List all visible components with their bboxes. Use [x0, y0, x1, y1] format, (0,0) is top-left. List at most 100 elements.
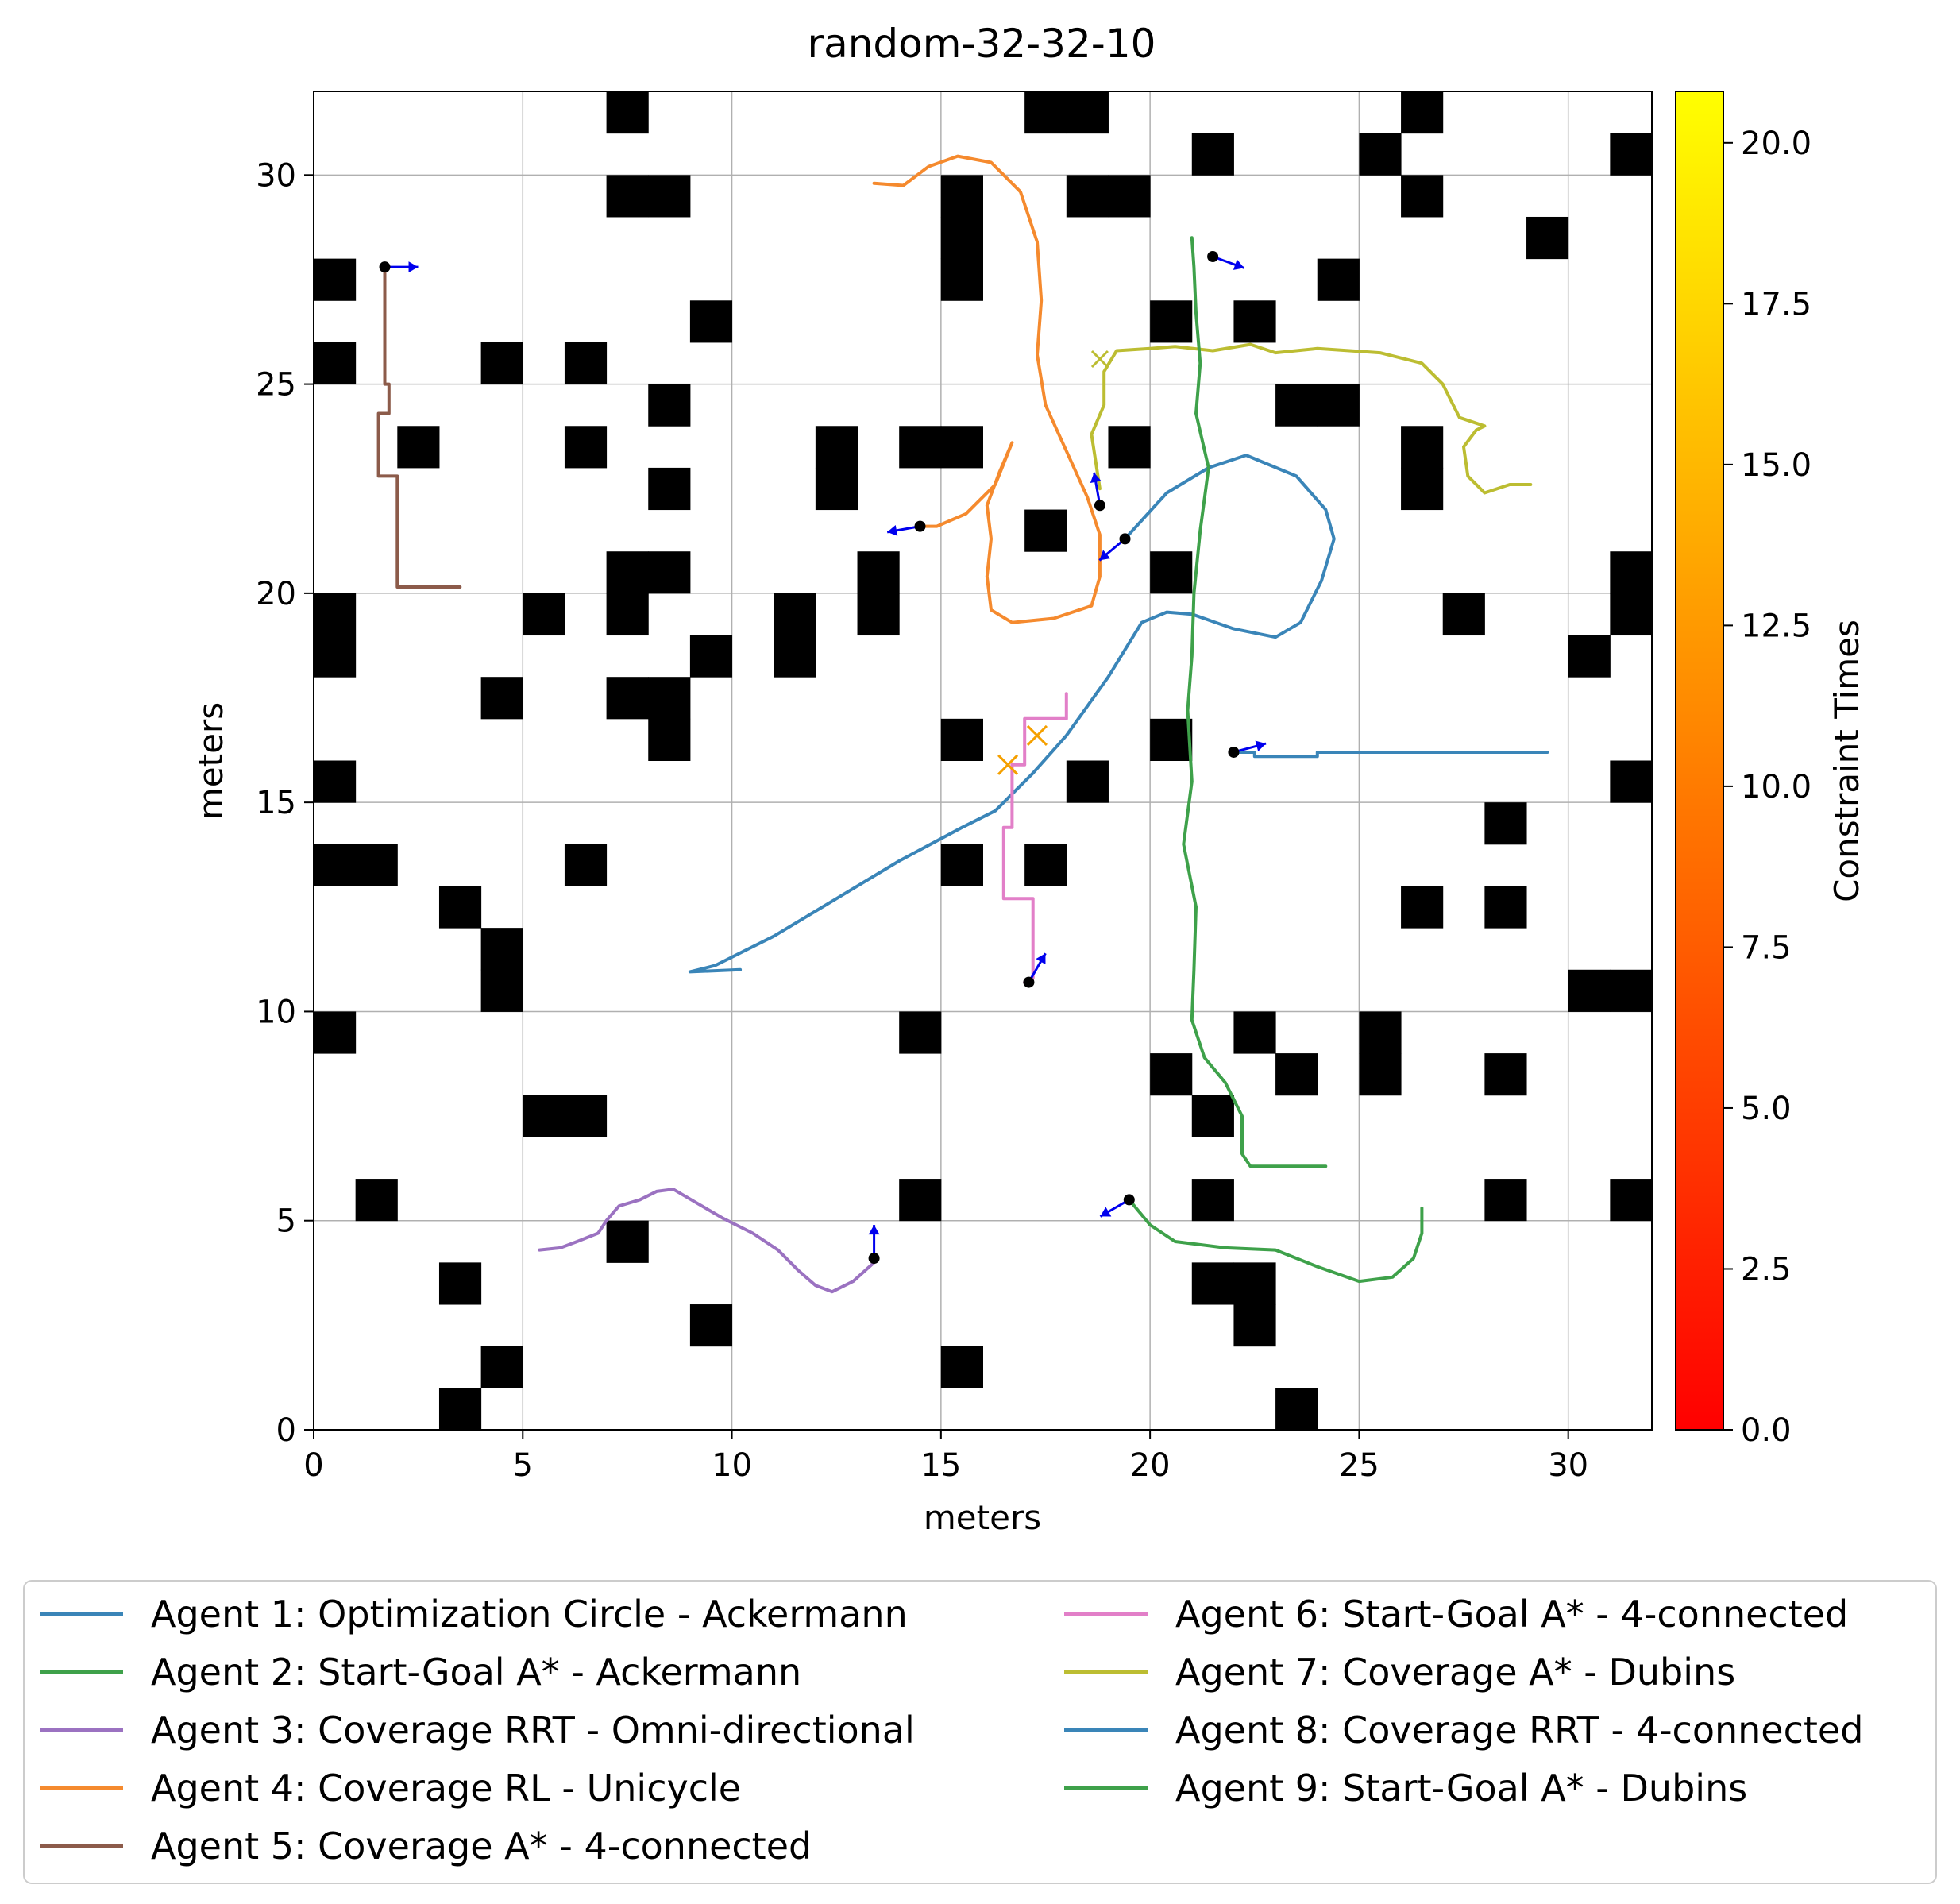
obstacle-cell — [899, 1011, 942, 1054]
obstacle-cell — [899, 1179, 942, 1222]
agent-position-dot — [1207, 250, 1219, 262]
obstacle-cell — [1275, 384, 1318, 427]
legend-label: Agent 1: Optimization Circle - Ackermann — [151, 1593, 908, 1636]
obstacle-cell — [689, 635, 733, 678]
obstacle-cell — [523, 593, 565, 636]
obstacle-cell — [1317, 258, 1360, 301]
colorbar-tick-label: 0.0 — [1741, 1412, 1792, 1449]
obstacle-cell — [857, 593, 900, 636]
obstacle-cell — [1610, 133, 1653, 176]
obstacle-cell — [1401, 175, 1444, 218]
obstacle-cell — [606, 593, 649, 636]
obstacle-cell — [1275, 1053, 1318, 1096]
obstacle-cell — [648, 551, 691, 594]
legend-label: Agent 7: Coverage A* - Dubins — [1175, 1651, 1735, 1694]
obstacle-cell — [1359, 133, 1402, 176]
agent-path-3 — [538, 1188, 876, 1294]
agent-position-dot — [1094, 500, 1105, 512]
obstacle-cell — [1568, 635, 1611, 678]
obstacle-cell — [1066, 91, 1109, 134]
obstacle-cell — [1359, 1011, 1402, 1054]
agent-position-dot — [1228, 746, 1240, 758]
colorbar-tick-label: 2.5 — [1741, 1251, 1792, 1288]
agent-heading-arrowhead — [408, 261, 419, 273]
legend-items: Agent 1: Optimization Circle - Ackermann… — [40, 1593, 1863, 1867]
obstacle-cell — [606, 551, 649, 594]
obstacle-cell — [1150, 300, 1193, 343]
obstacle-cell — [1610, 760, 1653, 803]
agent-markers — [379, 250, 1267, 1265]
x-axis: 0 5 10 15 20 25 30 — [303, 1430, 1588, 1484]
obstacle-cell — [1610, 969, 1653, 1012]
colorbar-tick-label: 20.0 — [1741, 126, 1811, 162]
colorbar-label: Constraint Times — [1827, 620, 1866, 902]
obstacle-cell — [480, 677, 523, 720]
plot-area — [313, 91, 1653, 1431]
agent-position-dot — [914, 520, 926, 532]
obstacle-cell — [1275, 1388, 1318, 1431]
x-tick-label: 15 — [920, 1447, 961, 1484]
obstacle-cell — [438, 1262, 482, 1305]
colorbar-tick-label: 7.5 — [1741, 929, 1792, 966]
obstacle-cell — [438, 1388, 482, 1431]
obstacle-cell — [480, 928, 523, 971]
obstacle-cell — [1401, 426, 1444, 469]
legend-label: Agent 2: Start-Goal A* - Ackermann — [151, 1651, 801, 1694]
obstacle-cell — [1191, 133, 1234, 176]
y-tick-label: 0 — [276, 1412, 296, 1449]
obstacle-map — [314, 91, 1653, 1431]
obstacle-cell — [648, 175, 691, 218]
legend-label: Agent 6: Start-Goal A* - 4-connected — [1175, 1593, 1848, 1636]
obstacle-cell — [857, 551, 900, 594]
y-tick-label: 15 — [256, 785, 296, 821]
conflict-marker — [997, 754, 1019, 775]
obstacle-cell — [355, 844, 398, 886]
agent-heading-arrowhead — [1255, 740, 1267, 751]
agent-path-4 — [872, 154, 1102, 624]
obstacle-cell — [1150, 1053, 1193, 1096]
agent-position-dot — [1023, 976, 1035, 988]
agent-heading-arrowhead — [1090, 472, 1102, 483]
y-tick-label: 10 — [256, 994, 296, 1030]
agent-path-1 — [688, 454, 1336, 974]
agent-heading-arrowhead — [1099, 550, 1111, 561]
agent-position-dot — [868, 1253, 880, 1265]
obstacle-cell — [1610, 1179, 1653, 1222]
obstacle-cell — [1024, 509, 1067, 552]
obstacle-cell — [1066, 760, 1109, 803]
obstacle-cell — [1191, 1095, 1234, 1137]
x-axis-label: meters — [924, 1498, 1041, 1537]
obstacle-cell — [1359, 1053, 1402, 1096]
start-marker — [1090, 350, 1109, 369]
obstacle-cell — [564, 342, 608, 385]
colorbar-tick-label: 5.0 — [1741, 1091, 1792, 1127]
obstacle-cell — [940, 1346, 983, 1388]
agent-heading-arrowhead — [887, 524, 898, 536]
obstacle-cell — [774, 593, 816, 636]
obstacle-cell — [1233, 1304, 1276, 1347]
obstacle-cell — [355, 1179, 398, 1222]
y-tick-label: 25 — [256, 367, 296, 404]
colorbar-tick-label: 10.0 — [1741, 769, 1811, 805]
obstacle-cell — [438, 886, 482, 929]
y-tick-label: 30 — [256, 157, 296, 194]
obstacle-cell — [564, 1095, 608, 1137]
obstacle-cell — [1442, 593, 1485, 636]
obstacle-cell — [815, 467, 858, 511]
agent-paths — [376, 154, 1549, 1294]
agent-path-2 — [1127, 1198, 1424, 1284]
obstacle-cell — [1484, 886, 1527, 929]
obstacle-cell — [648, 718, 691, 761]
obstacle-cell — [1401, 91, 1444, 134]
legend: Agent 1: Optimization Circle - Ackermann… — [23, 1580, 1937, 1884]
y-tick-label: 5 — [276, 1203, 296, 1240]
obstacle-cell — [397, 426, 440, 469]
conflict-marker — [1026, 724, 1048, 746]
obstacle-cell — [314, 593, 357, 636]
legend-label: Agent 3: Coverage RRT - Omni-directional — [151, 1709, 915, 1751]
chart-title: random-32-32-10 — [808, 21, 1156, 67]
agent-heading-arrowhead — [1233, 259, 1244, 270]
obstacle-cell — [606, 91, 649, 134]
agent-path-8 — [1232, 751, 1549, 759]
obstacle-cell — [1108, 175, 1151, 218]
